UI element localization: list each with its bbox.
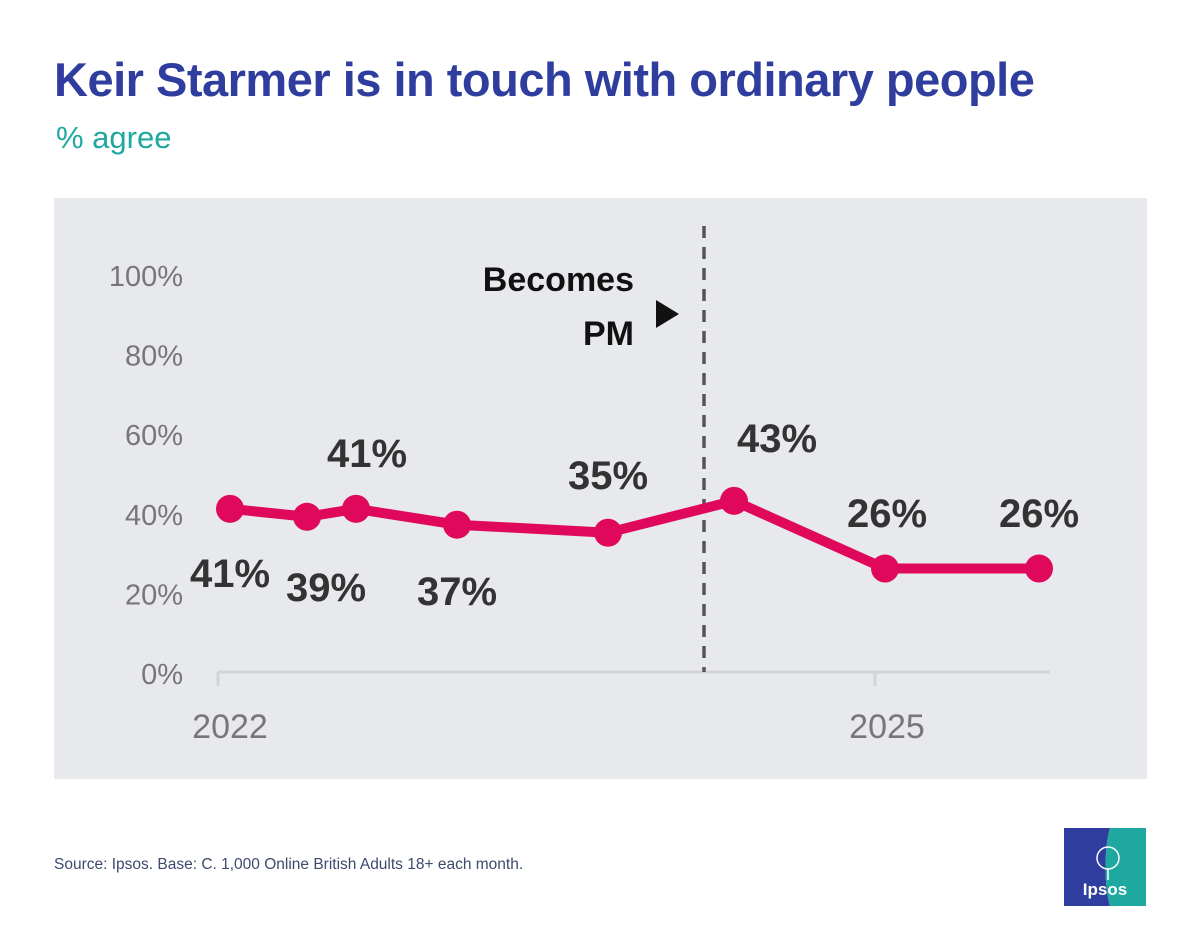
- y-tick-label: 80%: [125, 341, 183, 373]
- data-point: [871, 554, 899, 583]
- data-point: [1025, 554, 1053, 583]
- annotation-becomes: Becomes: [483, 261, 634, 299]
- data-label: 26%: [999, 492, 1079, 536]
- chart-panel: [54, 198, 1147, 779]
- data-label: 37%: [417, 570, 497, 614]
- ipsos-logo-icon: [1064, 828, 1146, 906]
- chart-title: Keir Starmer is in touch with ordinary p…: [54, 53, 1035, 106]
- chart-subtitle: % agree: [56, 120, 172, 155]
- data-label: 39%: [286, 566, 366, 610]
- data-label: 26%: [847, 492, 927, 536]
- logo-text: Ipsos: [1082, 880, 1128, 899]
- y-tick-label: 20%: [125, 579, 183, 611]
- annotation-pm: PM: [583, 315, 634, 353]
- source-note: Source: Ipsos. Base: C. 1,000 Online Bri…: [54, 856, 524, 873]
- x-tick-label: 2022: [192, 708, 268, 746]
- data-point: [720, 486, 748, 515]
- y-tick-label: 100%: [109, 261, 183, 293]
- data-label: 35%: [568, 454, 648, 498]
- data-label: 43%: [737, 417, 817, 461]
- data-point: [443, 510, 471, 539]
- annotation-arrow-icon: [656, 300, 679, 328]
- data-label: 41%: [327, 432, 407, 476]
- y-tick-label: 40%: [125, 500, 183, 532]
- data-point: [216, 494, 244, 523]
- data-point: [342, 494, 370, 523]
- data-point: [594, 518, 622, 547]
- data-point: [293, 502, 321, 531]
- y-tick-label: 0%: [141, 659, 183, 691]
- y-tick-label: 60%: [125, 420, 183, 452]
- ipsos-logo: Ipsos: [1064, 828, 1146, 906]
- x-tick-label: 2025: [849, 708, 925, 746]
- data-label: 41%: [190, 552, 270, 596]
